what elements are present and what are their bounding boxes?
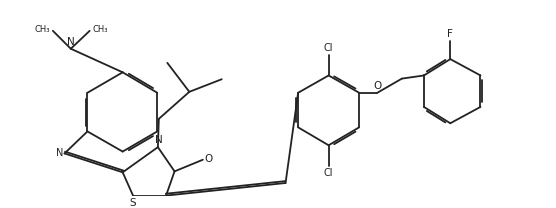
Text: N: N: [67, 37, 75, 47]
Text: S: S: [130, 198, 136, 208]
Text: CH₃: CH₃: [92, 25, 108, 34]
Text: F: F: [448, 29, 453, 39]
Text: O: O: [205, 154, 213, 164]
Text: N: N: [155, 135, 163, 145]
Text: N: N: [56, 149, 63, 158]
Text: Cl: Cl: [324, 168, 334, 178]
Text: CH₃: CH₃: [34, 25, 50, 34]
Text: O: O: [373, 81, 381, 91]
Text: Cl: Cl: [324, 43, 334, 53]
